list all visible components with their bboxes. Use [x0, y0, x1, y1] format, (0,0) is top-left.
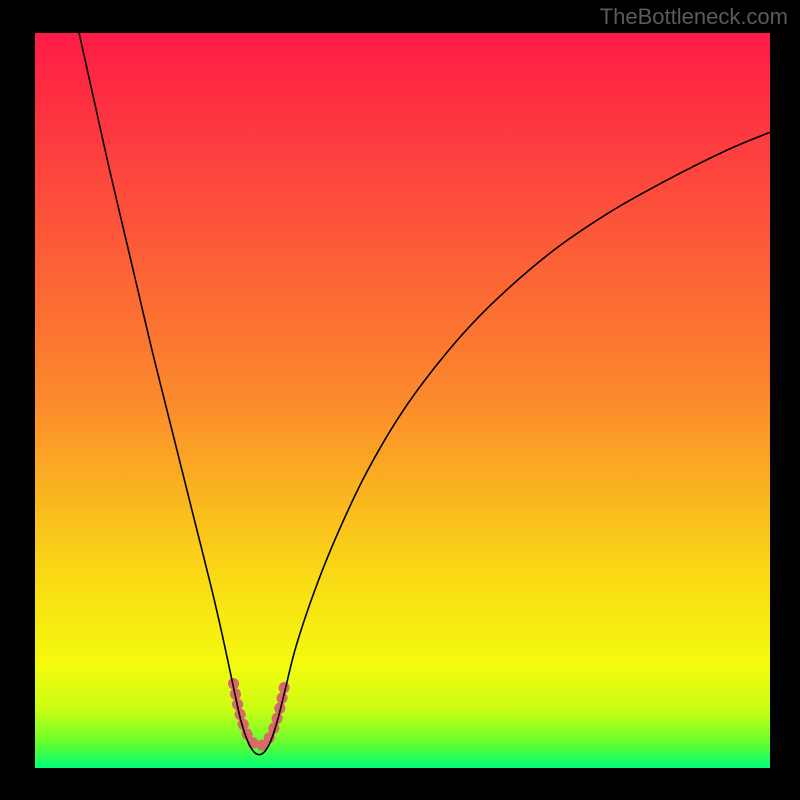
- watermark-text: TheBottleneck.com: [600, 4, 788, 30]
- chart-main-curve: [79, 33, 770, 755]
- chart-plot-area: [35, 33, 770, 768]
- chart-svg-layer: [35, 33, 770, 768]
- chart-bottom-marker: [233, 683, 284, 745]
